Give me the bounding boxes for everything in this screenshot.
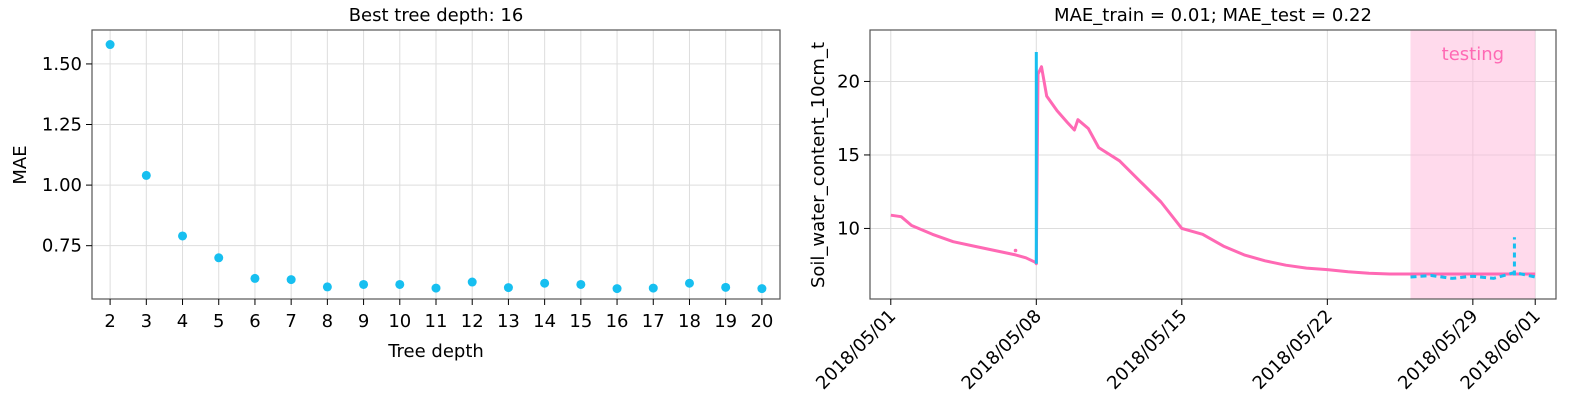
mae-point	[105, 40, 115, 50]
mae-point	[178, 231, 188, 241]
left-y-tick-label: 0.75	[42, 236, 82, 257]
mae-point	[250, 273, 260, 283]
left-y-tick-label: 1.00	[42, 175, 82, 196]
mae-point	[721, 282, 731, 292]
left-chart-y-ticks: 0.75 1.00 1.25 1.50	[42, 54, 92, 257]
right-chart-series	[890, 52, 1536, 280]
left-chart-grid	[92, 30, 780, 299]
left-x-tick-label: 10	[388, 311, 411, 332]
left-x-tick-label: 17	[642, 311, 665, 332]
left-x-tick-label: 5	[213, 311, 224, 332]
mae-point	[286, 275, 296, 285]
right-chart-x-ticks: 2018/05/01 2018/05/08 2018/05/15 2018/05/22…	[812, 299, 1545, 394]
left-x-tick-label: 7	[285, 311, 296, 332]
testing-label: testing	[1442, 44, 1504, 65]
right-y-tick-label: 15	[837, 145, 860, 166]
mae-point	[322, 282, 332, 292]
right-x-tick-label: 2018/05/01	[812, 306, 900, 394]
left-x-tick-label: 9	[358, 311, 369, 332]
mae-point	[684, 278, 694, 288]
left-chart-x-ticks: 2 3 4 5 6 7 8 9 10 11 12 13 14 15 16 17 18 19 20	[104, 299, 773, 332]
left-chart-mae-vs-depth: 2 3 4 5 6 7 8 9 10 11 12 13 14 15 16 17 18 19 20 0.75 1.00 1…	[10, 5, 781, 362]
mae-point	[612, 284, 622, 294]
left-x-tick-label: 19	[714, 311, 737, 332]
right-chart-frame	[869, 29, 1557, 300]
right-chart-soil-water: testing 2018/05/01 2018/05/08 2018/05/15 20…	[808, 5, 1557, 394]
right-x-tick-label: 2018/05/22	[1249, 306, 1337, 394]
left-y-tick-label: 1.25	[42, 115, 82, 136]
right-y-tick-label: 20	[837, 71, 860, 92]
left-x-tick-label: 12	[461, 311, 484, 332]
left-chart-points	[105, 40, 767, 294]
mae-point	[503, 283, 513, 293]
right-chart-y-ticks: 10 15 20	[837, 71, 870, 239]
left-x-tick-label: 13	[497, 311, 520, 332]
left-x-tick-label: 20	[750, 311, 773, 332]
right-x-tick-label: 2018/05/15	[1103, 306, 1191, 394]
left-x-tick-label: 6	[249, 311, 260, 332]
left-x-tick-label: 8	[322, 311, 333, 332]
mae-point	[395, 279, 405, 289]
left-x-tick-label: 3	[141, 311, 152, 332]
mae-point	[648, 283, 658, 293]
right-x-tick-label: 2018/05/08	[958, 306, 1046, 394]
right-chart-y-label: Soil_water_content_10cm_t	[808, 42, 829, 288]
mae-point	[431, 283, 441, 293]
mae-point	[757, 284, 767, 294]
observed-outlier-point	[1013, 248, 1018, 253]
mae-point	[576, 279, 586, 289]
testing-region	[1410, 30, 1536, 299]
left-x-tick-label: 15	[569, 311, 592, 332]
left-chart-y-label: MAE	[10, 145, 31, 184]
left-x-tick-label: 16	[606, 311, 629, 332]
left-x-tick-label: 11	[425, 311, 448, 332]
left-chart-x-label: Tree depth	[387, 341, 484, 362]
mae-point	[359, 279, 369, 289]
mae-point	[467, 277, 477, 287]
right-y-tick-label: 10	[837, 218, 860, 239]
left-y-tick-label: 1.50	[42, 54, 82, 75]
mae-point	[141, 170, 151, 180]
left-x-tick-label: 14	[533, 311, 556, 332]
mae-point	[214, 253, 224, 263]
mae-point	[540, 278, 550, 288]
left-x-tick-label: 2	[104, 311, 115, 332]
left-chart-title: Best tree depth: 16	[349, 5, 524, 26]
observed-series-line	[890, 65, 1536, 276]
left-x-tick-label: 4	[177, 311, 188, 332]
right-chart-title: MAE_train = 0.01; MAE_test = 0.22	[1054, 5, 1372, 26]
left-x-tick-label: 18	[678, 311, 701, 332]
